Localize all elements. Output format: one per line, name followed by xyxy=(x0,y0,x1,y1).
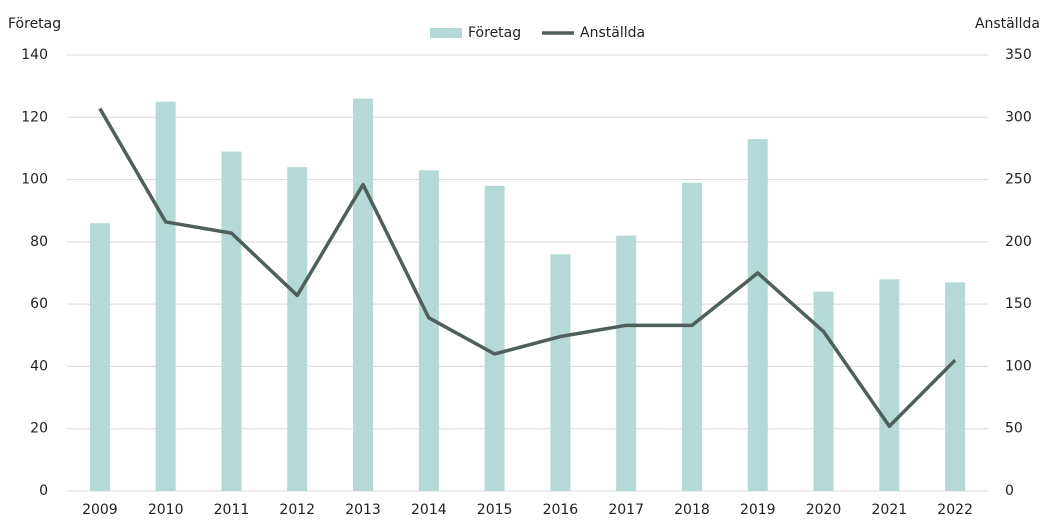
bar xyxy=(484,185,505,492)
bar xyxy=(418,170,439,491)
y2-tick-label: 150 xyxy=(1005,296,1032,312)
x-tick-label: 2019 xyxy=(740,502,776,518)
bar xyxy=(681,182,702,491)
bar xyxy=(616,235,637,491)
bar xyxy=(353,98,374,491)
x-tick-label: 2011 xyxy=(214,502,250,518)
bar xyxy=(813,291,834,491)
x-tick-label: 2020 xyxy=(806,502,842,518)
line xyxy=(98,107,957,428)
y-axis-title: Företag xyxy=(8,16,61,32)
legend-label: Anställda xyxy=(580,25,645,41)
y2-tick-label: 250 xyxy=(1005,172,1032,188)
y2-tick-label: 350 xyxy=(1005,47,1032,63)
x-tick-label: 2013 xyxy=(345,502,381,518)
x-tick-label: 2015 xyxy=(477,502,513,518)
bar xyxy=(747,139,768,492)
bar xyxy=(879,279,900,491)
y2-tick-label: 50 xyxy=(1005,421,1023,437)
y2-tick-label: 0 xyxy=(1005,483,1014,499)
y-tick-label: 120 xyxy=(21,109,48,125)
bar xyxy=(221,151,242,492)
legend-label: Företag xyxy=(468,25,521,41)
x-tick-label: 2009 xyxy=(82,502,118,518)
y-tick-label: 80 xyxy=(30,234,48,250)
y-tick-label: 0 xyxy=(39,483,48,499)
y2-tick-label: 300 xyxy=(1005,109,1032,125)
bar xyxy=(155,101,176,491)
y2-tick-label: 200 xyxy=(1005,234,1032,250)
x-tick-label: 2022 xyxy=(937,502,973,518)
x-tick-label: 2018 xyxy=(674,502,710,518)
y-tick-label: 100 xyxy=(21,172,48,188)
legend-swatch xyxy=(430,28,462,38)
x-tick-label: 2014 xyxy=(411,502,447,518)
y-tick-label: 60 xyxy=(30,296,48,312)
y-tick-label: 140 xyxy=(21,47,48,63)
x-tick-label: 2012 xyxy=(279,502,315,518)
x-tick-label: 2010 xyxy=(148,502,184,518)
y2-tick-label: 100 xyxy=(1005,358,1032,374)
x-tick-label: 2021 xyxy=(872,502,908,518)
x-tick-label: 2017 xyxy=(608,502,644,518)
bar xyxy=(945,282,966,491)
x-tick-label: 2016 xyxy=(543,502,579,518)
bar xyxy=(287,167,308,491)
bar xyxy=(550,254,571,491)
y2-axis-title: Anställda xyxy=(975,16,1040,32)
bar xyxy=(89,223,110,491)
y-tick-label: 40 xyxy=(30,358,48,374)
y-tick-label: 20 xyxy=(30,421,48,437)
